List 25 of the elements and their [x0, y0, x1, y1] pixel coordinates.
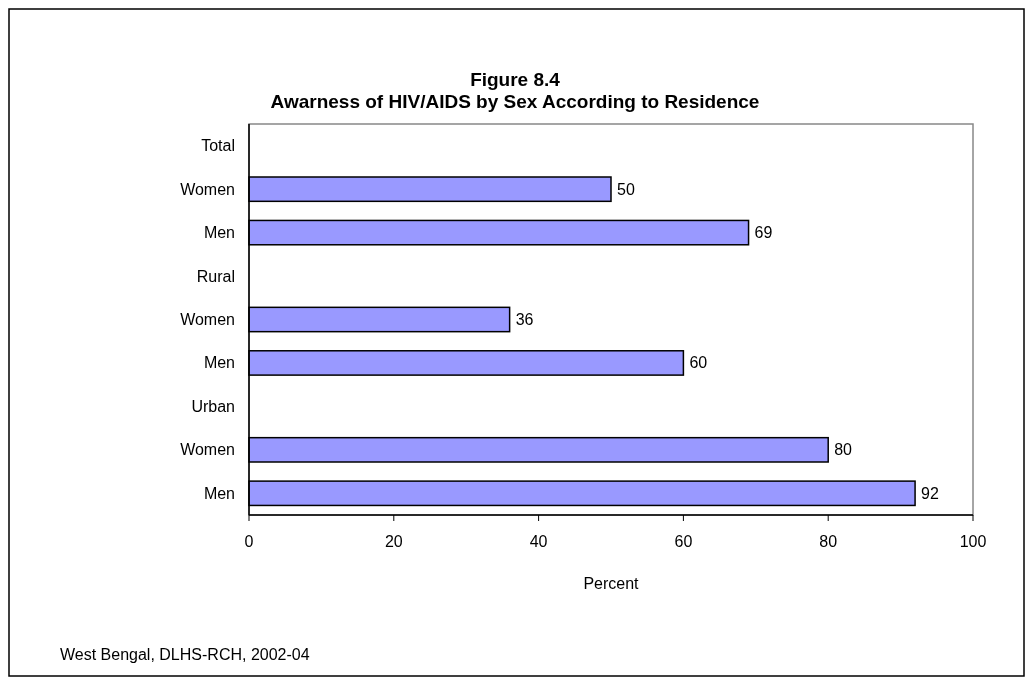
- y-tick-label: Men: [203, 484, 235, 502]
- data-label: 80: [834, 441, 853, 459]
- chart-title: Figure 8.4: [470, 69, 561, 90]
- y-tick-label: Urban: [191, 397, 235, 415]
- y-tick-label: Women: [180, 180, 235, 198]
- x-tick-label: 60: [674, 533, 693, 550]
- y-tick-label: Women: [180, 441, 235, 459]
- data-label: 36: [515, 311, 534, 328]
- x-tick-label: 40: [529, 533, 548, 550]
- x-tick-label: 80: [819, 533, 838, 550]
- data-label: 69: [754, 224, 773, 242]
- data-label: 60: [689, 354, 708, 372]
- chart-subtitle: Awarness of HIV/AIDS by Sex According to Residence: [270, 91, 760, 112]
- x-tick-label: 100: [959, 533, 987, 550]
- x-axis-title: Percent: [583, 575, 640, 592]
- text: West Bengal, DLHS-RCH, 2002-04: [60, 646, 310, 663]
- y-tick-label: Total: [201, 137, 235, 155]
- x-tick-label: 0: [244, 533, 254, 550]
- data-label: 50: [617, 180, 635, 198]
- data-label: 92: [921, 484, 939, 502]
- x-tick-label: 20: [384, 533, 403, 550]
- y-tick-label: Rural: [196, 267, 235, 285]
- y-tick-label: Men: [203, 354, 235, 372]
- y-tick-label: Men: [203, 224, 235, 242]
- y-tick-label: Women: [180, 311, 235, 328]
